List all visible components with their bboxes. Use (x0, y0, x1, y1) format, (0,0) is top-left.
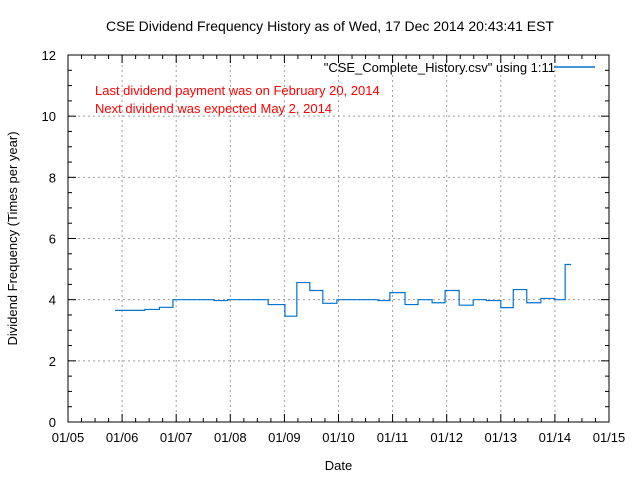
x-axis-label: Date (325, 458, 352, 473)
grid (68, 55, 609, 422)
legend-label: "CSE_Complete_History.csv" using 1:11 (324, 60, 555, 75)
y-tick-label: 10 (42, 109, 56, 124)
x-tick-label: 01/14 (539, 430, 572, 445)
x-tick-label: 01/08 (214, 430, 247, 445)
annotation-last-dividend: Last dividend payment was on February 20… (95, 83, 380, 98)
axis-ticks: 0 2 4 6 8 10 12 01/05 01/06 01/07 01/08 01/09 01/10 0… (42, 48, 626, 445)
y-tick-label: 4 (49, 293, 56, 308)
annotations: Last dividend payment was on February 20… (95, 83, 380, 116)
annotation-next-dividend: Next dividend was expected May 2, 2014 (95, 101, 332, 116)
y-tick-label: 0 (49, 415, 56, 430)
x-tick-label: 01/07 (160, 430, 193, 445)
series-layer (115, 263, 572, 317)
y-axis-label: Dividend Frequency (Times per year) (5, 131, 20, 345)
x-tick-label: 01/13 (485, 430, 518, 445)
y-tick-label: 2 (49, 354, 56, 369)
x-tick-label: 01/11 (377, 430, 409, 445)
y-tick-label: 8 (49, 170, 56, 185)
y-tick-label: 6 (49, 232, 56, 247)
x-tick-label: 01/10 (322, 430, 355, 445)
series-line (115, 263, 572, 317)
y-tick-label: 12 (42, 48, 56, 63)
x-tick-label: 01/12 (430, 430, 463, 445)
plot-frame (67, 54, 610, 423)
legend: "CSE_Complete_History.csv" using 1:11 (324, 60, 595, 75)
x-tick-label: 01/15 (593, 430, 626, 445)
x-tick-label: 01/05 (52, 430, 85, 445)
chart-title: CSE Dividend Frequency History as of Wed… (106, 18, 554, 34)
x-tick-label: 01/09 (268, 430, 301, 445)
x-tick-label: 01/06 (106, 430, 139, 445)
